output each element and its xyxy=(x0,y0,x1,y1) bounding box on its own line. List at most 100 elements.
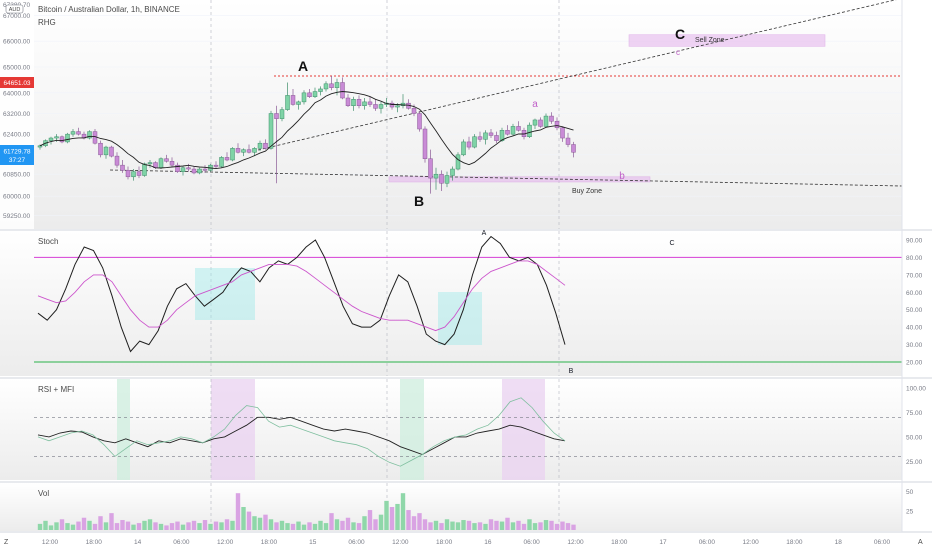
candle[interactable] xyxy=(554,117,560,131)
candle[interactable] xyxy=(230,147,235,162)
candle-body xyxy=(571,144,576,153)
time-axis[interactable]: 12:00 18:00 14 06:00 12:00 18:00 15 06:00 12:00 1… xyxy=(0,531,932,550)
candle[interactable] xyxy=(219,156,224,168)
candle[interactable] xyxy=(191,166,197,175)
candle[interactable] xyxy=(565,132,571,148)
candle[interactable] xyxy=(98,140,103,158)
candle[interactable] xyxy=(345,94,351,108)
candle[interactable] xyxy=(488,129,494,139)
candle[interactable] xyxy=(340,77,345,100)
candle[interactable] xyxy=(505,125,510,136)
upper-trend-line[interactable] xyxy=(257,0,916,151)
candle[interactable] xyxy=(455,152,461,171)
candle[interactable] xyxy=(125,166,131,180)
lower-trend-line[interactable] xyxy=(109,169,903,187)
candle[interactable] xyxy=(109,145,114,158)
candle[interactable] xyxy=(197,167,202,175)
candle[interactable] xyxy=(318,86,323,96)
candle[interactable] xyxy=(527,122,532,139)
candle[interactable] xyxy=(356,95,362,109)
candle[interactable] xyxy=(285,82,290,111)
candle[interactable] xyxy=(263,139,268,150)
candle[interactable] xyxy=(76,127,81,136)
candle[interactable] xyxy=(48,136,54,145)
candle[interactable] xyxy=(367,96,373,108)
candle[interactable] xyxy=(428,149,433,194)
candle[interactable] xyxy=(450,166,455,181)
price-pane[interactable]: A B Ca b c Sell Zone Buy Zone Bitcoin / Austra… xyxy=(0,0,916,229)
candle[interactable] xyxy=(235,143,241,154)
volume-pane[interactable]: Vol 50 25 xyxy=(0,481,932,531)
candle[interactable] xyxy=(224,152,230,162)
trend-drawings[interactable] xyxy=(109,0,916,187)
candle[interactable] xyxy=(114,152,120,168)
candle[interactable] xyxy=(444,171,450,188)
candle[interactable] xyxy=(279,107,285,122)
candle-body xyxy=(241,149,246,153)
candle[interactable] xyxy=(257,140,263,151)
candle[interactable] xyxy=(543,113,549,128)
candle[interactable] xyxy=(433,167,439,190)
candle[interactable] xyxy=(59,135,65,144)
candle[interactable] xyxy=(131,169,136,181)
candles[interactable] xyxy=(37,76,576,194)
candle[interactable] xyxy=(549,112,554,124)
candle[interactable] xyxy=(571,141,576,158)
candle[interactable] xyxy=(246,144,252,154)
time-axis-right-button[interactable]: A xyxy=(918,539,923,546)
candle[interactable] xyxy=(175,162,180,173)
candle[interactable] xyxy=(494,131,499,144)
candle[interactable] xyxy=(351,96,356,111)
candle[interactable] xyxy=(268,110,274,150)
sell-zone-box[interactable] xyxy=(628,34,826,47)
candle[interactable] xyxy=(516,121,521,132)
candle-body xyxy=(252,148,257,153)
candle[interactable] xyxy=(158,157,164,170)
candle[interactable] xyxy=(323,81,329,92)
candle[interactable] xyxy=(472,134,477,149)
candle[interactable] xyxy=(296,100,301,110)
candle[interactable] xyxy=(532,118,538,129)
candle[interactable] xyxy=(213,161,219,170)
candle[interactable] xyxy=(202,165,208,173)
candle[interactable] xyxy=(65,132,70,144)
candle[interactable] xyxy=(164,154,169,163)
time-axis-left-button[interactable]: Z xyxy=(4,539,9,546)
candle[interactable] xyxy=(422,126,428,163)
candle[interactable] xyxy=(362,98,367,110)
candle[interactable] xyxy=(466,136,472,150)
candle[interactable] xyxy=(103,145,109,159)
candle[interactable] xyxy=(147,160,153,168)
candle[interactable] xyxy=(417,110,422,132)
candle[interactable] xyxy=(483,130,488,145)
candle[interactable] xyxy=(439,170,444,191)
candle[interactable] xyxy=(461,139,466,157)
rsi-pane[interactable]: RSI + MFI 100.00 75.00 50.00 25.00 xyxy=(0,377,932,480)
candle[interactable] xyxy=(180,166,186,176)
candle[interactable] xyxy=(301,90,307,105)
candle[interactable] xyxy=(538,117,543,128)
candle[interactable] xyxy=(169,157,175,167)
buy-zone-box[interactable] xyxy=(388,176,651,183)
candle[interactable] xyxy=(120,160,125,173)
candle[interactable] xyxy=(252,147,257,157)
candle[interactable] xyxy=(477,131,483,142)
candle[interactable] xyxy=(87,130,92,140)
candle[interactable] xyxy=(378,101,384,114)
candle[interactable] xyxy=(274,105,279,184)
candle[interactable] xyxy=(312,87,318,98)
candle[interactable] xyxy=(290,88,296,106)
candle[interactable] xyxy=(329,76,334,91)
candle[interactable] xyxy=(373,99,378,111)
candle[interactable] xyxy=(307,88,312,98)
candle[interactable] xyxy=(510,123,516,136)
currency-badge[interactable] xyxy=(5,4,24,14)
candle[interactable] xyxy=(241,148,246,157)
candle[interactable] xyxy=(389,100,395,110)
stoch-pane[interactable]: Stoch A B C 90.00 80.00 70.00 60.00 50.00 40.… xyxy=(0,229,932,376)
price-axis[interactable]: 67000.00 66000.00 65000.00 64000.00 63200.00… xyxy=(0,0,34,229)
candle[interactable] xyxy=(70,129,76,137)
candle[interactable] xyxy=(560,126,565,142)
candle[interactable] xyxy=(136,166,142,179)
